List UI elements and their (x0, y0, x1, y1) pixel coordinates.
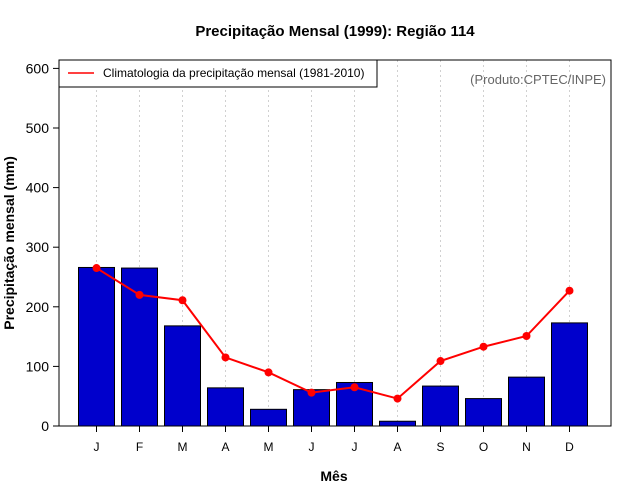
bar-4 (207, 387, 244, 427)
x-tick-label: O (479, 440, 488, 454)
x-tick-label: F (136, 440, 143, 454)
y-axis-label: Precipitação mensal (mm) (1, 156, 17, 330)
x-tick-label: J (94, 440, 100, 454)
y-tick-label: 400 (26, 180, 50, 196)
y-tick-label: 500 (26, 120, 50, 136)
climatology-point-9 (436, 357, 445, 366)
climatology-point-6 (307, 388, 316, 397)
x-tick-label: J (352, 440, 358, 454)
x-axis-label: Mês (320, 468, 347, 484)
x-tick-label: A (221, 440, 229, 454)
bar-8 (379, 420, 416, 427)
bar-11 (508, 376, 545, 427)
x-tick-label: M (178, 440, 188, 454)
climatology-point-7 (350, 383, 359, 392)
chart-title: Precipitação Mensal (1999): Região 114 (195, 23, 475, 40)
x-tick-label: N (522, 440, 531, 454)
x-tick-label: S (436, 440, 444, 454)
climatology-point-1 (92, 264, 101, 273)
x-tick-label: D (565, 440, 574, 454)
climatology-line (95, 267, 571, 400)
y-axis: 0 100 200 300 400 500 600 (26, 60, 59, 434)
x-tick-label: J (309, 440, 315, 454)
bar-9 (422, 385, 459, 427)
climatology-point-3 (178, 296, 187, 305)
y-tick-label: 300 (26, 239, 50, 255)
climatology-point-5 (264, 368, 273, 377)
y-tick-label: 0 (41, 418, 49, 434)
climatology-point-10 (479, 342, 488, 351)
bar-1 (78, 266, 115, 427)
legend: Climatologia da precipitação mensal (198… (58, 59, 378, 88)
bar-10 (465, 398, 502, 427)
bar-12 (551, 322, 588, 427)
x-tick-label: A (393, 440, 401, 454)
legend-box (58, 59, 378, 88)
climatology-point-8 (393, 394, 402, 403)
climatology-point-4 (221, 353, 230, 362)
bar-5 (250, 408, 287, 427)
climatology-line-layer (92, 264, 574, 403)
legend-entry-climatology: Climatologia da precipitação mensal (198… (103, 66, 364, 80)
y-tick-label: 100 (26, 358, 50, 374)
climatology-point-2 (135, 290, 144, 299)
x-tick-label: M (264, 440, 274, 454)
y-tick-label: 600 (26, 60, 50, 76)
source-annotation: (Produto:CPTEC/INPE) (470, 72, 606, 87)
climatology-point-12 (565, 286, 574, 295)
bars-layer (78, 266, 588, 427)
climatology-point-11 (522, 332, 531, 341)
bar-3 (164, 325, 201, 427)
y-tick-label: 200 (26, 299, 50, 315)
